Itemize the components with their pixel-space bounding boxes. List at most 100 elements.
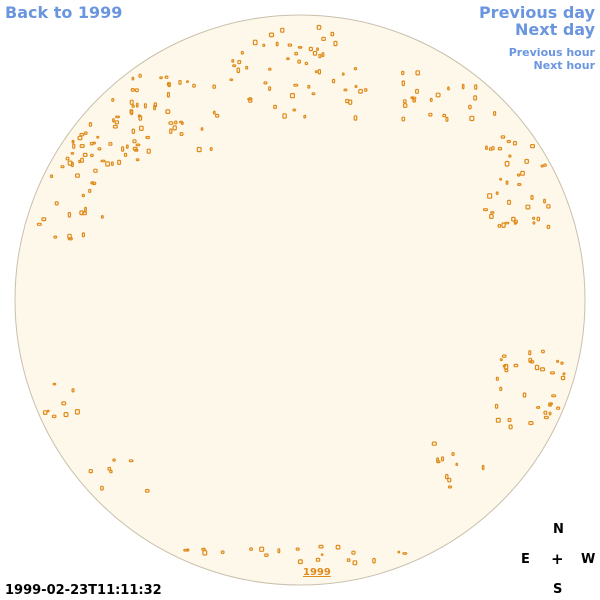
feature-mark (263, 81, 268, 85)
feature-mark (402, 99, 407, 104)
feature-mark (297, 45, 303, 49)
feature-mark (93, 168, 98, 173)
feature-mark (321, 51, 325, 58)
feature-mark (131, 128, 136, 135)
feature-mark (146, 148, 151, 154)
feature-mark (51, 414, 57, 419)
feature-mark (135, 158, 140, 162)
feature-mark (138, 73, 142, 78)
feature-mark (501, 222, 506, 229)
feature-mark (528, 357, 533, 363)
feature-mark (522, 392, 527, 398)
feature-mark (91, 181, 97, 186)
feature-mark (100, 485, 104, 491)
feature-mark (500, 135, 506, 139)
feature-mark (543, 415, 549, 420)
feature-mark (179, 132, 184, 137)
feature-mark (212, 110, 216, 115)
feature-mark (192, 83, 196, 88)
feature-mark (536, 216, 541, 222)
feature-mark (132, 139, 137, 144)
feature-mark (560, 375, 566, 381)
feature-mark (212, 84, 216, 89)
feature-mark (513, 363, 519, 368)
feature-mark (315, 557, 321, 562)
feature-mark (229, 78, 234, 82)
feature-mark (543, 198, 547, 204)
feature-mark (167, 82, 171, 88)
feature-mark (179, 120, 184, 124)
back-to-year-link[interactable]: Back to 1999 (5, 3, 123, 22)
feature-mark (497, 146, 503, 151)
previous-hour-link[interactable]: Previous hour (508, 46, 595, 59)
feature-mark (555, 406, 561, 410)
feature-mark (268, 32, 275, 38)
feature-mark (79, 144, 85, 149)
feature-mark (129, 99, 134, 105)
next-hour-link[interactable]: Next hour (533, 59, 596, 72)
feature-mark (428, 112, 433, 117)
feature-mark (82, 152, 88, 157)
feature-mark (481, 464, 485, 471)
feature-mark (401, 116, 406, 122)
feature-mark (517, 183, 522, 187)
feature-mark (120, 146, 125, 152)
feature-mark (277, 548, 281, 554)
feature-mark (65, 156, 70, 161)
feature-mark (100, 215, 104, 219)
feature-mark (237, 59, 242, 65)
feature-mark (268, 67, 272, 71)
feature-mark (501, 354, 507, 358)
feature-mark (445, 116, 449, 122)
previous-day-link[interactable]: Previous day (478, 3, 595, 22)
feature-mark (507, 199, 512, 205)
next-day-link[interactable]: Next day (515, 20, 595, 39)
feature-mark (81, 211, 87, 216)
feature-mark (70, 152, 75, 155)
feature-mark (482, 208, 489, 212)
feature-mark (159, 76, 163, 80)
feature-mark (89, 153, 94, 158)
feature-mark (353, 115, 358, 121)
feature-mark (497, 223, 502, 228)
feature-mark (97, 147, 102, 151)
feature-mark (489, 213, 494, 220)
feature-mark (499, 386, 503, 392)
feature-mark (516, 173, 521, 177)
feature-mark (415, 88, 420, 94)
feature-mark (499, 358, 503, 362)
feature-mark (111, 97, 115, 102)
feature-mark (528, 350, 532, 356)
feature-mark (259, 546, 265, 552)
feature-mark (36, 222, 42, 226)
feature-mark (539, 367, 546, 372)
feature-mark (311, 92, 316, 96)
feature-mark (508, 424, 513, 430)
year-link[interactable]: 1999 (303, 567, 331, 578)
feature-mark (92, 141, 97, 145)
feature-mark (71, 388, 75, 393)
compass-north: N (553, 522, 564, 537)
feature-mark (42, 410, 48, 415)
feature-mark (54, 201, 59, 206)
feature-mark (236, 67, 241, 74)
feature-mark (231, 58, 235, 63)
feature-mark (268, 86, 272, 92)
feature-mark (112, 118, 115, 123)
feature-mark (53, 235, 58, 239)
feature-mark (264, 553, 269, 558)
feature-mark (125, 144, 129, 149)
feature-mark (506, 139, 512, 144)
feature-mark (316, 24, 322, 30)
feature-mark (546, 224, 551, 229)
feature-mark (528, 421, 534, 426)
feature-mark (358, 88, 363, 94)
feature-mark (499, 177, 503, 181)
feature-mark (548, 402, 553, 407)
feature-mark (139, 125, 144, 131)
feature-mark (172, 125, 177, 131)
feature-mark (282, 113, 287, 119)
feature-mark (262, 43, 266, 48)
feature-mark (60, 165, 65, 169)
